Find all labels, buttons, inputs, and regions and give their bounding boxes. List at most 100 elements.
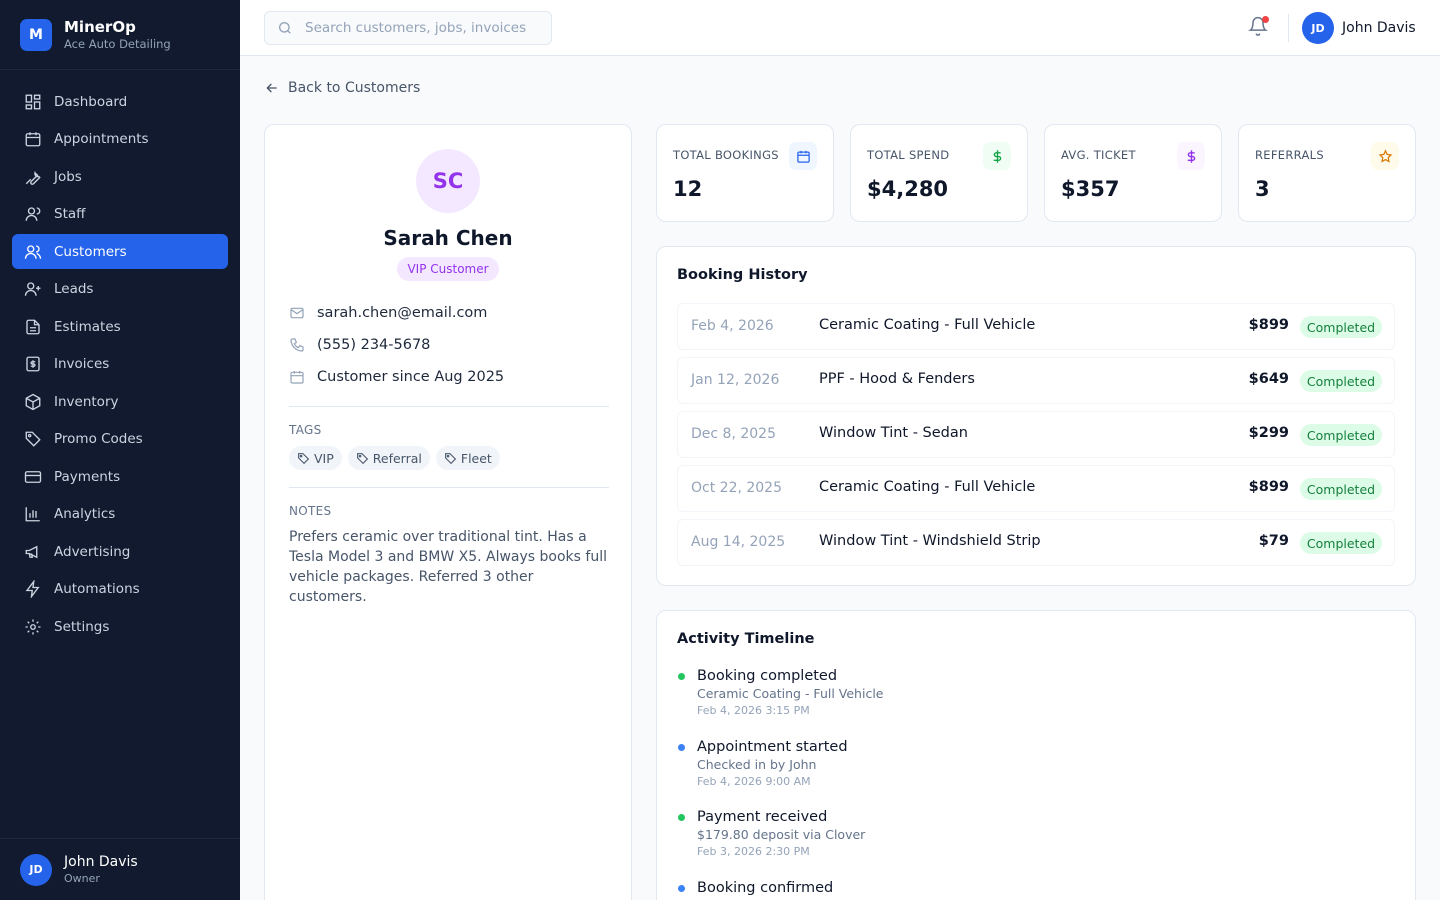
tag-vip[interactable]: VIP	[289, 446, 342, 470]
tag-label: VIP	[314, 450, 334, 466]
customer-phone[interactable]: (555) 234-5678	[289, 337, 430, 353]
tags-label: TAGS	[289, 423, 322, 437]
sidebar-item-analytics[interactable]: Analytics	[12, 497, 228, 532]
booking-date: Feb 4, 2026	[691, 318, 774, 334]
bell-icon	[1248, 16, 1268, 36]
table-row[interactable]: Dec 8, 2025 Window Tint - Sedan $299 Com…	[677, 411, 1395, 458]
customer-since: Customer since Aug 2025	[289, 369, 504, 385]
dollar-icon	[993, 149, 1001, 163]
stat-total-bookings: TOTAL BOOKINGS 12	[656, 124, 834, 222]
booking-history-title: Booking History	[677, 267, 808, 283]
tag-list: VIP Referral Fleet	[289, 446, 506, 470]
sidebar-item-advertising[interactable]: Advertising	[12, 534, 228, 569]
stat-value: $357	[1061, 177, 1120, 201]
timeline-title: Appointment started	[697, 739, 848, 755]
notes-label: NOTES	[289, 504, 332, 518]
avatar: JD	[20, 853, 52, 886]
timeline-time: Feb 4, 2026 3:15 PM	[697, 704, 810, 717]
sidebar-item-invoices[interactable]: Invoices	[12, 347, 228, 382]
stat-icon-wrap	[789, 142, 817, 170]
tag-label: Referral	[372, 450, 422, 466]
sidebar-item-jobs[interactable]: Jobs	[12, 159, 228, 194]
box-icon	[25, 393, 41, 410]
status-badge: Completed	[1300, 532, 1382, 554]
tag-fleet[interactable]: Fleet	[435, 446, 500, 470]
back-label: Back to Customers	[288, 80, 421, 96]
sidebar-item-promo-codes[interactable]: Promo Codes	[12, 422, 228, 457]
user-menu[interactable]: JD John Davis	[1302, 12, 1416, 44]
table-row[interactable]: Jan 12, 2026 PPF - Hood & Fenders $649 C…	[677, 357, 1395, 404]
sidebar-item-staff[interactable]: Staff	[12, 197, 228, 232]
sidebar-item-customers[interactable]: Customers	[12, 234, 228, 269]
activity-timeline-title: Activity Timeline	[677, 631, 815, 647]
sidebar: M MinerOp Ace Auto Detailing Dashboard A…	[0, 0, 240, 900]
tag-icon	[444, 452, 457, 464]
brand-subtitle: Ace Auto Detailing	[64, 36, 171, 51]
search-input[interactable]	[305, 20, 535, 36]
sidebar-item-estimates[interactable]: Estimates	[12, 309, 228, 344]
table-row[interactable]: Feb 4, 2026 Ceramic Coating - Full Vehic…	[677, 303, 1395, 350]
receipt-icon	[26, 356, 40, 372]
bar-chart-icon	[25, 507, 40, 522]
sidebar-item-payments[interactable]: Payments	[12, 459, 228, 494]
timeline-detail: $179.80 deposit via Clover	[697, 827, 866, 842]
lightning-icon	[25, 580, 40, 598]
activity-timeline-card: Activity Timeline Booking completed Cera…	[656, 610, 1416, 900]
calendar-icon	[796, 150, 810, 163]
sidebar-item-label: Automations	[54, 581, 140, 597]
tag-referral[interactable]: Referral	[347, 446, 430, 470]
timeline-title: Booking completed	[697, 668, 838, 684]
sidebar-item-label: Customers	[54, 243, 127, 260]
notifications-button[interactable]	[1248, 16, 1270, 38]
star-icon	[1378, 148, 1392, 163]
status-badge: Completed	[1300, 370, 1382, 392]
sidebar-item-label: Appointments	[54, 131, 149, 147]
booking-amount: $649	[1248, 371, 1289, 387]
sidebar-item-label: Leads	[54, 281, 94, 297]
booking-date: Aug 14, 2025	[691, 534, 786, 550]
table-row[interactable]: Aug 14, 2025 Window Tint - Windshield St…	[677, 519, 1395, 566]
sidebar-item-inventory[interactable]: Inventory	[12, 384, 228, 419]
timeline-item: Payment received $179.80 deposit via Clo…	[677, 808, 865, 860]
sidebar-item-label: Inventory	[54, 393, 119, 410]
timeline-dot	[678, 673, 685, 680]
email-text: sarah.chen@email.com	[317, 305, 488, 321]
sidebar-item-leads[interactable]: Leads	[12, 272, 228, 307]
timeline-item: Booking completed Ceramic Coating - Full…	[677, 667, 884, 719]
calendar-icon	[290, 371, 304, 384]
top-bar: JD John Davis	[240, 0, 1440, 56]
booking-date: Jan 12, 2026	[691, 372, 780, 388]
sidebar-item-label: Invoices	[54, 356, 110, 372]
table-row[interactable]: Oct 22, 2025 Ceramic Coating - Full Vehi…	[677, 465, 1395, 512]
stat-value: 12	[673, 177, 703, 201]
timeline-dot	[678, 744, 685, 751]
stat-label: TOTAL BOOKINGS	[673, 148, 779, 162]
sidebar-item-dashboard[interactable]: Dashboard	[12, 84, 228, 119]
search-box[interactable]	[264, 11, 552, 45]
tag-icon	[25, 431, 41, 447]
sidebar-item-settings[interactable]: Settings	[12, 609, 228, 644]
customer-email[interactable]: sarah.chen@email.com	[289, 305, 487, 321]
booking-service: Window Tint - Windshield Strip	[819, 533, 1041, 549]
sidebar-item-label: Dashboard	[54, 93, 128, 110]
booking-history-card: Booking History Feb 4, 2026 Ceramic Coat…	[656, 246, 1416, 586]
brand[interactable]: M MinerOp Ace Auto Detailing	[0, 0, 240, 70]
sidebar-nav: Dashboard Appointments Jobs Staff Custom…	[0, 70, 240, 644]
sidebar-item-automations[interactable]: Automations	[12, 572, 228, 607]
header-divider	[1288, 14, 1289, 42]
dashboard-icon	[25, 94, 41, 109]
sidebar-item-label: Payments	[54, 468, 121, 485]
stat-icon-wrap	[1177, 142, 1205, 170]
customer-name: Sarah Chen	[383, 226, 513, 250]
sidebar-user[interactable]: JD John Davis Owner	[0, 838, 240, 900]
timeline-time: Feb 4, 2026 9:00 AM	[697, 775, 811, 788]
tag-label: Fleet	[460, 450, 492, 466]
user-icon	[25, 207, 41, 221]
back-to-customers-link[interactable]: Back to Customers	[264, 80, 420, 96]
mail-icon	[290, 307, 304, 319]
booking-date: Dec 8, 2025	[691, 426, 776, 442]
status-badge: Completed	[1300, 478, 1382, 500]
sidebar-item-appointments[interactable]: Appointments	[12, 122, 228, 157]
header-user-name: John Davis	[1342, 20, 1416, 36]
customer-profile-card: SC Sarah Chen VIP Customer sarah.chen@em…	[264, 124, 632, 900]
